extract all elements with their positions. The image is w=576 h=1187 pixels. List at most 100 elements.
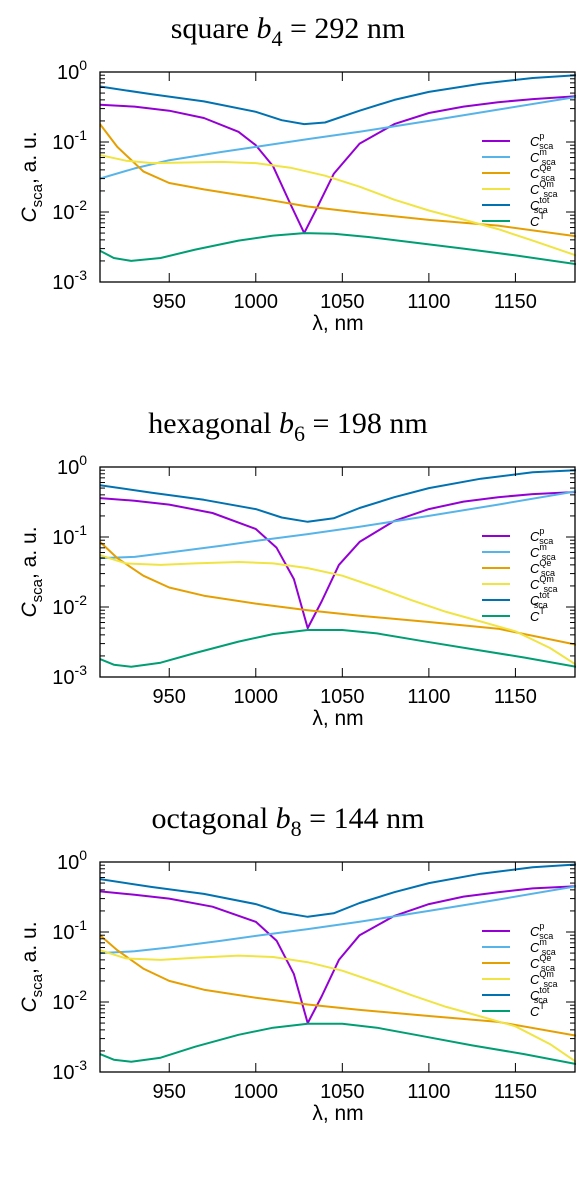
legend-subscript: sca	[541, 963, 555, 973]
legend-subscript: sca	[541, 173, 555, 183]
legend-entry-5: Ctot sca	[530, 590, 550, 610]
legend-symbol: C	[530, 214, 540, 229]
series-line-2	[100, 490, 576, 560]
chart-title-text: hexagonal	[148, 407, 279, 440]
y-axis-label-subscript: sca	[29, 973, 46, 997]
legend-symbol: C	[530, 150, 540, 165]
series-line-2	[100, 885, 576, 955]
series-line-4	[100, 154, 576, 257]
x-tick-label: 1150	[494, 291, 537, 313]
legend-symbol: C	[530, 956, 540, 971]
legend-symbol: C	[530, 1004, 540, 1019]
y-tick-exponent: -1	[75, 522, 88, 538]
legend-subscript: sca	[539, 536, 553, 546]
legend-symbol: C	[530, 988, 540, 1003]
y-tick-exponent: 0	[79, 57, 87, 73]
legend-entry-5: Ctot sca	[530, 985, 550, 1005]
legend-entry-6: CT	[530, 1001, 545, 1019]
x-axis-label: λ, nm	[312, 707, 363, 730]
series-line-5	[100, 469, 576, 523]
x-tick-label: 950	[153, 291, 186, 313]
legend-symbol: C	[530, 198, 540, 213]
legend-entry-1: Cp sca	[530, 131, 553, 151]
chart-title-symbol: b	[276, 802, 291, 835]
y-tick-exponent: -3	[75, 662, 88, 678]
y-axis-label-units: , a. u.	[18, 131, 41, 184]
y-tick-label: 100	[57, 57, 87, 84]
legend-superscript: m	[539, 937, 547, 947]
x-tick-label: 1000	[234, 1081, 279, 1103]
legend-subscript: sca	[542, 947, 556, 957]
chart-title: square b4 = 292 nm	[171, 12, 406, 51]
legend-entry-4: CQm sca	[530, 179, 558, 199]
chart-title-subscript: 6	[294, 421, 305, 446]
legend-symbol: C	[530, 593, 540, 608]
chart-title-subscript: 4	[272, 26, 283, 51]
series-line-1	[100, 95, 576, 235]
legend-superscript: Qm	[539, 179, 554, 189]
series-line-4	[100, 554, 576, 666]
legend-entry-2: Cm sca	[530, 542, 556, 562]
legend-superscript: tot	[539, 985, 550, 995]
legend-superscript: tot	[539, 590, 550, 600]
y-axis-label: Csca, a. u.	[18, 131, 46, 222]
y-tick-label: 100	[57, 847, 87, 874]
y-axis-label-units: , a. u.	[18, 526, 41, 579]
legend-entry-2: Cm sca	[530, 937, 556, 957]
chart-title-subscript: 8	[291, 816, 302, 841]
y-tick-label: 10-1	[52, 522, 87, 549]
y-axis-label: Csca, a. u.	[18, 921, 46, 1012]
x-tick-label: 1100	[407, 291, 450, 313]
y-tick-label: 10-2	[52, 592, 87, 619]
y-tick-base: 10	[52, 992, 74, 1014]
legend-subscript: sca	[534, 995, 548, 1005]
y-tick-base: 10	[52, 667, 74, 689]
y-tick-label: 10-3	[52, 267, 87, 294]
y-tick-base: 10	[52, 132, 74, 154]
x-axis-label: λ, nm	[312, 1102, 363, 1125]
y-axis-label-subscript: sca	[29, 183, 46, 207]
chart-title-value: = 144 nm	[302, 802, 425, 835]
series-line-2	[100, 96, 576, 180]
legend-entry-2: Cm sca	[530, 147, 556, 167]
legend-superscript: Qm	[539, 969, 554, 979]
chart-title-text: square	[171, 12, 257, 45]
y-tick-exponent: -1	[75, 917, 88, 933]
y-tick-base: 10	[52, 527, 74, 549]
y-tick-base: 10	[52, 272, 74, 294]
legend-superscript: Qe	[539, 953, 551, 963]
y-tick-base: 10	[52, 202, 74, 224]
x-tick-label: 1100	[407, 686, 450, 708]
legend-symbol: C	[530, 924, 540, 939]
series-line-3	[100, 123, 576, 238]
y-tick-exponent: 0	[79, 847, 87, 863]
y-tick-exponent: -3	[75, 267, 88, 283]
series-line-6	[100, 1022, 576, 1065]
series-line-1	[100, 885, 576, 1025]
y-tick-exponent: -2	[75, 987, 88, 1003]
y-axis-label-subscript: sca	[29, 578, 46, 602]
chart-title-symbol: b	[279, 407, 294, 440]
y-tick-base: 10	[52, 922, 74, 944]
chart-title-symbol: b	[257, 12, 272, 45]
series-line-4	[100, 949, 576, 1063]
legend-symbol: C	[530, 609, 540, 624]
legend-superscript: p	[539, 131, 544, 141]
y-axis-label-units: , a. u.	[18, 921, 41, 974]
y-tick-exponent: 0	[79, 452, 87, 468]
plot-frame	[99, 71, 576, 283]
legend-symbol: C	[530, 182, 540, 197]
legend-superscript: T	[539, 211, 545, 221]
legend-subscript: sca	[534, 600, 548, 610]
legend-symbol: C	[530, 166, 540, 181]
legend-symbol: C	[530, 940, 540, 955]
y-tick-exponent: -2	[75, 592, 88, 608]
legend-subscript: sca	[542, 552, 556, 562]
legend-subscript: sca	[534, 205, 548, 215]
y-tick-label: 10-2	[52, 987, 87, 1014]
legend-subscript: sca	[543, 584, 557, 594]
